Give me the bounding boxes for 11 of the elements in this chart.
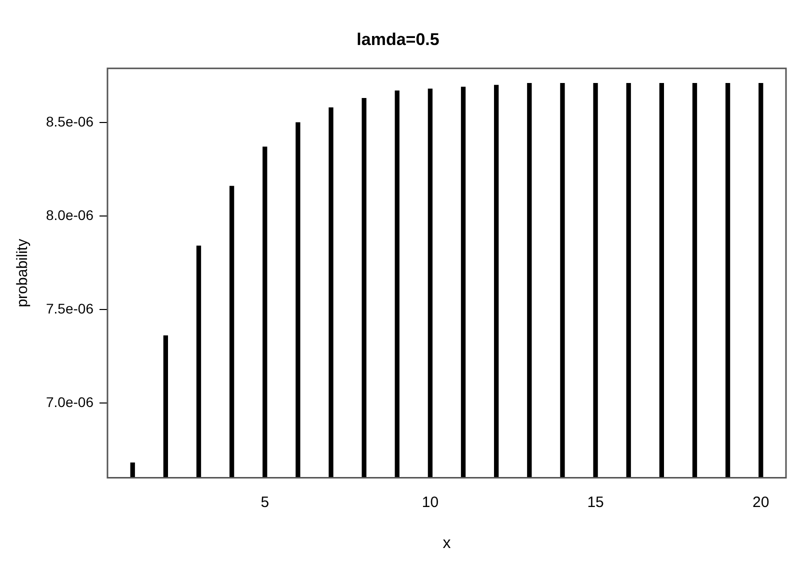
y-tick-label: 7.0e-06: [46, 394, 94, 410]
x-tick-label: 15: [587, 494, 604, 511]
chart-title: lamda=0.5: [356, 30, 440, 49]
x-axis-title: x: [442, 534, 451, 552]
y-tick-label: 7.5e-06: [46, 300, 94, 316]
y-tick-label: 8.5e-06: [46, 113, 94, 130]
y-tick-label: 8.0e-06: [46, 206, 94, 223]
x-tick-label: 10: [422, 494, 439, 511]
y-axis-title: probability: [14, 238, 32, 308]
x-tick-label: 20: [752, 494, 770, 511]
x-tick-label: 5: [260, 494, 270, 511]
